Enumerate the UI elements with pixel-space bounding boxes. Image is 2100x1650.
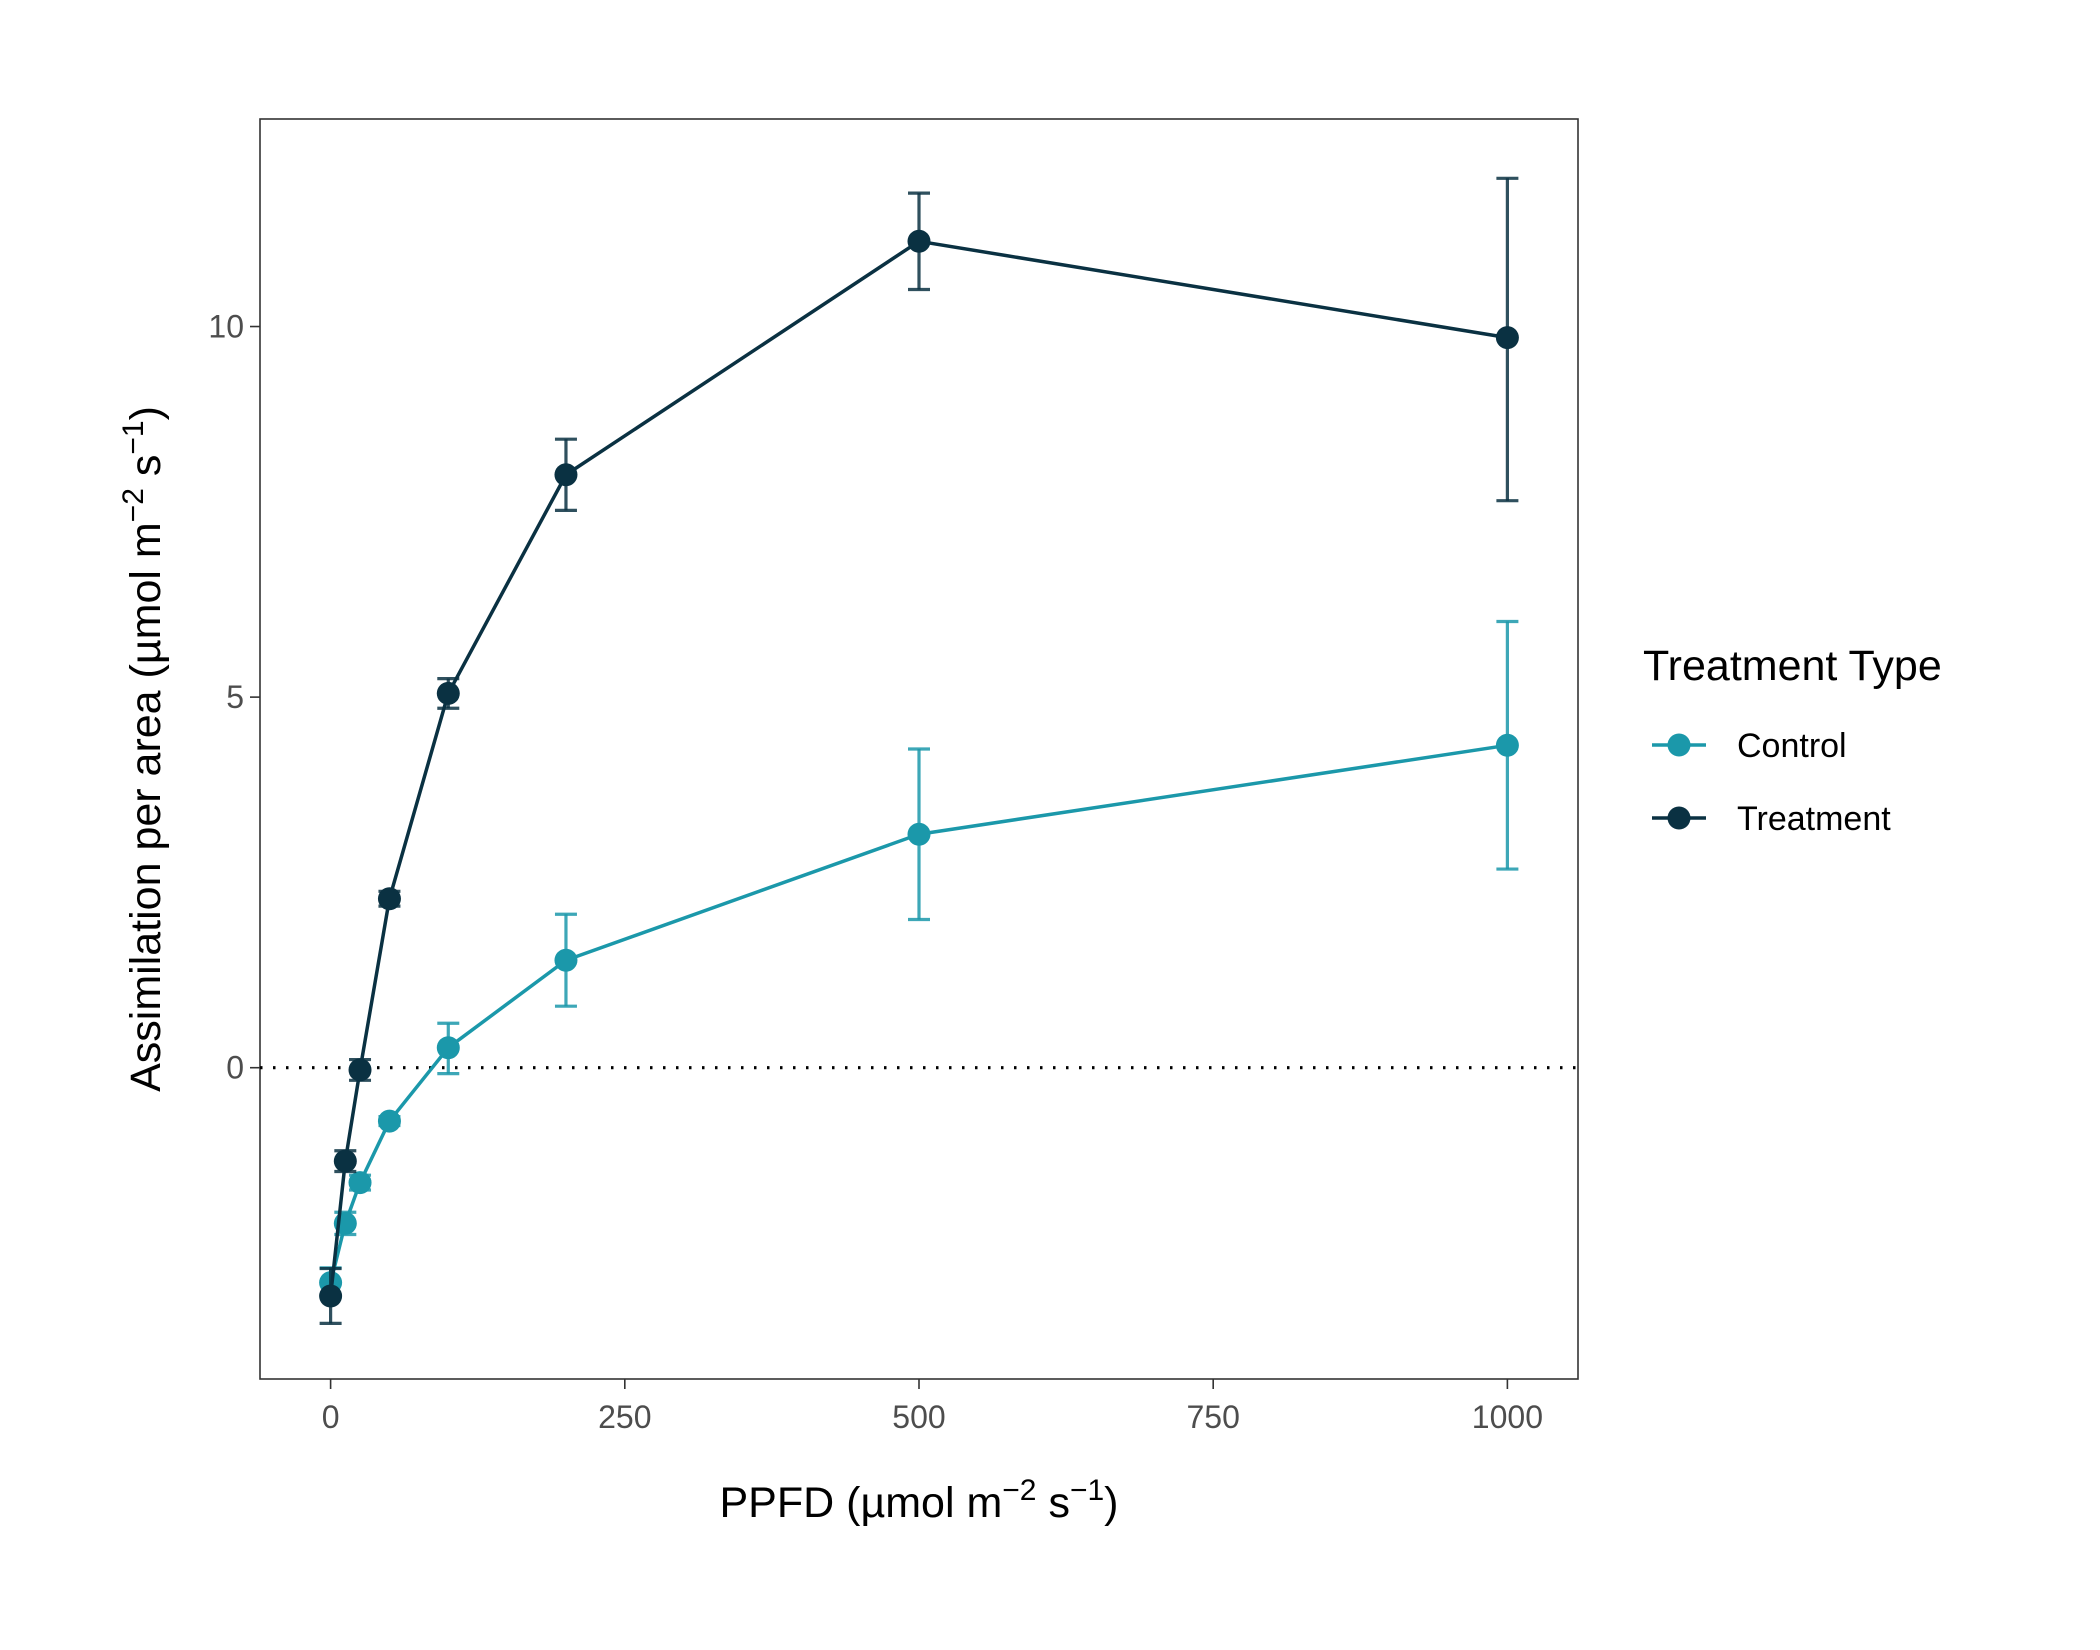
y-tick-label: 0	[226, 1050, 244, 1086]
y-axis-title: Assimilation per area (µmol m−2 s−1)	[117, 406, 170, 1092]
y-tick-label: 10	[208, 309, 244, 345]
x-tick-label: 750	[1187, 1399, 1240, 1435]
x-axis-title-superscript-1: −2	[1002, 1474, 1036, 1507]
treatment-line	[328, 239, 1510, 1298]
control-point	[1495, 733, 1519, 757]
legend-item-control: Control	[1652, 727, 1847, 765]
legend-key-point	[1667, 733, 1691, 757]
legend-title: Treatment Type	[1643, 642, 1942, 690]
x-tick-label: 0	[322, 1399, 340, 1435]
legend-label: Control	[1737, 727, 1847, 765]
treatment-point	[348, 1058, 372, 1082]
y-axis-title-suffix: )	[122, 406, 170, 420]
treatment-point	[319, 1284, 343, 1308]
plot-area	[259, 118, 1579, 1380]
treatment-point	[436, 681, 460, 705]
treatment-point	[1495, 326, 1519, 350]
series-layer	[319, 176, 1519, 1326]
control-point	[436, 1036, 460, 1060]
control-point	[377, 1109, 401, 1133]
treatment-point	[333, 1149, 357, 1173]
y-axis: 0 5 10	[208, 309, 260, 1086]
x-tick-label: 1000	[1472, 1399, 1543, 1435]
x-axis: 0 250 500 750 1000	[322, 1379, 1543, 1435]
x-axis-title: PPFD (µmol m−2 s−1)	[720, 1474, 1119, 1527]
x-tick-label: 500	[892, 1399, 945, 1435]
y-axis-title-prefix: Assimilation per area (µmol m	[122, 522, 170, 1092]
treatment-point	[907, 229, 931, 253]
treatment-point	[554, 463, 578, 487]
treatment-series	[319, 176, 1519, 1326]
legend-items: Control Treatment	[1652, 727, 1891, 838]
legend: Treatment Type Control Treatment	[1643, 642, 1942, 838]
y-axis-title-superscript-2: −1	[117, 420, 150, 454]
x-tick-label: 250	[598, 1399, 651, 1435]
y-tick-label: 5	[226, 679, 244, 715]
legend-item-treatment: Treatment	[1652, 800, 1891, 838]
treatment-point	[377, 887, 401, 911]
control-point	[348, 1171, 372, 1195]
x-axis-title-middle: s	[1037, 1479, 1070, 1527]
y-axis-title-middle: s	[122, 455, 170, 488]
y-axis-title-superscript-1: −2	[117, 488, 150, 522]
control-point	[554, 948, 578, 972]
x-axis-title-prefix: PPFD (µmol m	[720, 1479, 1003, 1527]
x-axis-title-superscript-2: −1	[1070, 1474, 1104, 1507]
control-point	[907, 822, 931, 846]
legend-key-point	[1667, 806, 1691, 830]
x-axis-title-suffix: )	[1104, 1479, 1118, 1527]
legend-label: Treatment	[1737, 800, 1891, 838]
